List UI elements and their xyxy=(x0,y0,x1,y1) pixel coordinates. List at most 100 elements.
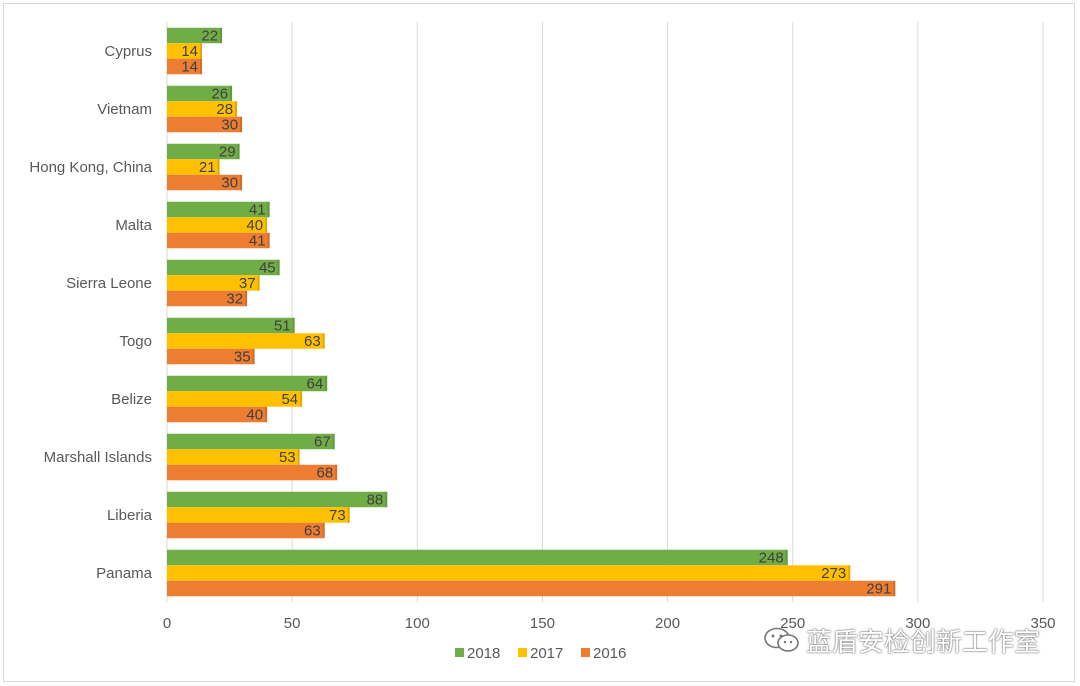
data-label: 45 xyxy=(259,260,276,277)
x-tick-label: 50 xyxy=(284,615,301,632)
data-label: 248 xyxy=(759,550,784,567)
bar-2018 xyxy=(167,317,295,334)
bar-edge xyxy=(245,290,248,307)
data-label: 68 xyxy=(317,465,334,482)
data-label: 67 xyxy=(314,434,331,451)
bar-2016 xyxy=(167,58,203,75)
bar-2018 xyxy=(167,201,270,218)
bar-edge xyxy=(265,217,268,233)
legend-label: 2016 xyxy=(593,645,626,662)
category-label: Togo xyxy=(119,333,152,350)
bar-edge xyxy=(240,174,243,191)
bar-2016 xyxy=(167,406,268,423)
bar-edge xyxy=(230,85,233,102)
bar-edge xyxy=(252,348,255,365)
data-label: 291 xyxy=(866,581,891,598)
data-label: 63 xyxy=(304,523,321,540)
bar-edge xyxy=(257,275,260,291)
bar-2018 xyxy=(167,143,240,160)
data-label: 14 xyxy=(181,59,198,76)
bar-edge xyxy=(200,58,203,75)
bar-edge xyxy=(237,143,240,160)
bar-edge xyxy=(325,375,328,392)
data-label: 273 xyxy=(821,565,846,582)
bar-2018 xyxy=(167,259,280,276)
bar-edge xyxy=(220,27,223,44)
bar-2017 xyxy=(167,391,303,407)
bar-edge xyxy=(322,333,325,349)
data-label: 28 xyxy=(216,101,233,118)
bar-edge xyxy=(240,116,243,133)
data-labels: 2214142628302921304140414537325163356454… xyxy=(181,28,891,598)
legend-swatch-2017 xyxy=(518,648,527,657)
bar-2018 xyxy=(167,491,388,508)
x-tick-label: 150 xyxy=(530,615,555,632)
category-labels: Cyprus Vietnam Hong Kong, China Malta Sierra… xyxy=(29,43,152,582)
data-label: 35 xyxy=(234,349,251,366)
data-label: 40 xyxy=(246,407,263,424)
bar-2018 xyxy=(167,433,335,450)
data-label: 30 xyxy=(221,117,238,134)
bar-2016 xyxy=(167,174,243,191)
data-label: 54 xyxy=(281,391,298,408)
bar-2017 xyxy=(167,449,300,465)
data-label: 14 xyxy=(181,43,198,60)
legend-label: 2018 xyxy=(467,645,500,662)
x-tick-label: 300 xyxy=(905,615,930,632)
bar-2017 xyxy=(167,43,203,59)
bar-edge xyxy=(893,580,896,597)
data-label: 73 xyxy=(329,507,346,524)
bar-2016 xyxy=(167,116,243,133)
bar-2018 xyxy=(167,375,328,392)
bar-2017 xyxy=(167,217,268,233)
legend-swatch-2016 xyxy=(581,648,590,657)
bar-edge xyxy=(332,433,335,450)
bar-2016 xyxy=(167,232,270,249)
bar-edge xyxy=(200,43,203,59)
bar-edge xyxy=(322,522,325,539)
watermark: 蓝盾安检创新工作室 xyxy=(762,622,1062,658)
x-tick-label: 250 xyxy=(780,615,805,632)
bar-edge xyxy=(267,232,270,249)
category-label: Belize xyxy=(111,391,152,408)
x-tick-label: 0 xyxy=(163,615,171,632)
data-label: 88 xyxy=(367,492,384,509)
bar-2016 xyxy=(167,290,248,307)
data-label: 41 xyxy=(249,233,266,250)
data-label: 22 xyxy=(201,28,218,45)
category-label: Vietnam xyxy=(97,101,152,118)
bar-2016 xyxy=(167,580,896,597)
bar-edge xyxy=(347,507,350,523)
category-label: Cyprus xyxy=(104,43,152,60)
bar-edge xyxy=(297,449,300,465)
category-label: Marshall Islands xyxy=(44,449,152,466)
bar-2017 xyxy=(167,565,851,581)
data-label: 37 xyxy=(239,275,256,292)
bar-2017 xyxy=(167,275,260,291)
bar-2018 xyxy=(167,85,233,102)
bar-edge xyxy=(385,491,388,508)
legend: 2018 2017 2016 xyxy=(455,645,626,662)
bars xyxy=(167,27,896,597)
bar-2016 xyxy=(167,348,255,365)
bar-edge xyxy=(267,201,270,218)
data-label: 63 xyxy=(304,333,321,350)
bar-edge xyxy=(848,565,851,581)
data-label: 29 xyxy=(219,144,236,161)
bar-edge xyxy=(292,317,295,334)
bar-edge xyxy=(785,549,788,566)
bar-2016 xyxy=(167,522,325,539)
bar-edge xyxy=(235,101,238,117)
data-label: 26 xyxy=(211,86,228,103)
legend-swatch-2018 xyxy=(455,648,464,657)
x-tick-label: 100 xyxy=(405,615,430,632)
x-tick-label: 350 xyxy=(1030,615,1055,632)
bar-edge xyxy=(300,391,303,407)
data-label: 53 xyxy=(279,449,296,466)
legend-label: 2017 xyxy=(530,645,563,662)
bar-2017 xyxy=(167,159,220,175)
bar-edge xyxy=(217,159,220,175)
data-label: 40 xyxy=(246,217,263,234)
bar-edge xyxy=(277,259,280,276)
